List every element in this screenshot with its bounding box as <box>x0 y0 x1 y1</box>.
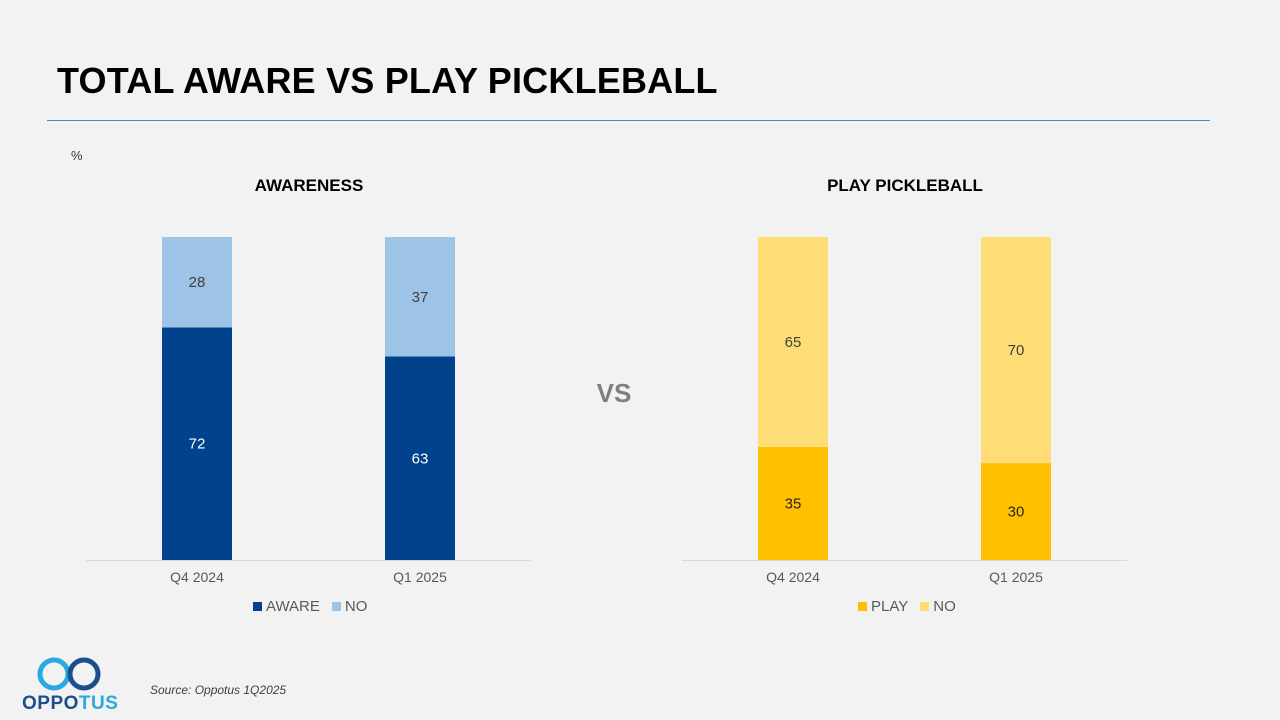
play-bar-play <box>981 463 1051 560</box>
awareness-data-label-no: 28 <box>189 274 206 291</box>
logo-text-part2: TUS <box>78 693 119 714</box>
awareness-data-label-no: 37 <box>412 289 429 306</box>
legend-item-no: NO <box>331 598 368 615</box>
awareness-bar-aware <box>385 356 455 560</box>
awareness-x-tick-label: Q4 2024 <box>170 569 224 585</box>
oppotus-logo <box>37 657 101 691</box>
play-data-label-play: 30 <box>1008 504 1025 521</box>
awareness-bar-no <box>162 237 232 328</box>
legend-item-no: NO <box>920 598 956 615</box>
slide-title: TOTAL AWARE VS PLAY PICKLEBALL <box>57 60 718 101</box>
play-legend: PLAY NO <box>858 598 964 615</box>
legend-label-play: PLAY <box>871 598 909 615</box>
source-note: Source: Oppotus 1Q2025 <box>150 683 287 697</box>
legend-label-aware: AWARE <box>266 598 320 615</box>
logo-text-part1: OPPO <box>22 693 79 714</box>
play-chart-title: PLAY PICKLEBALL <box>827 176 983 195</box>
awareness-bar-aware <box>162 327 232 560</box>
play-bar-no <box>981 237 1051 464</box>
awareness-x-tick-label: Q1 2025 <box>393 569 447 585</box>
legend-item-play: PLAY <box>858 598 908 615</box>
play-bar-play <box>758 446 828 560</box>
legend-swatch-no <box>920 602 930 611</box>
awareness-legend: AWARE NO <box>253 598 375 615</box>
awareness-data-label-aware: 63 <box>412 450 429 467</box>
play-x-tick-label: Q1 2025 <box>989 569 1043 585</box>
legend-swatch-aware <box>253 602 262 611</box>
awareness-bar-no <box>385 237 455 357</box>
play-x-tick-label: Q4 2024 <box>766 569 820 585</box>
legend-swatch-no <box>331 602 341 611</box>
awareness-chart-title: AWARENESS <box>254 176 364 195</box>
legend-swatch-play <box>858 602 867 611</box>
legend-item-aware: AWARE <box>253 598 320 615</box>
logo-wordmark: OPPOTUS <box>22 693 118 715</box>
awareness-data-label-aware: 72 <box>189 436 206 453</box>
legend-label-no: NO <box>344 598 368 615</box>
play-data-label-no: 65 <box>785 334 802 351</box>
legend-label-no: NO <box>933 598 956 615</box>
play-bar-no <box>758 237 828 447</box>
play-data-label-no: 70 <box>1008 342 1025 359</box>
play-data-label-play: 35 <box>785 495 802 512</box>
title-divider <box>47 120 1210 121</box>
vs-label: VS <box>596 378 632 408</box>
unit-label: % <box>71 148 83 163</box>
